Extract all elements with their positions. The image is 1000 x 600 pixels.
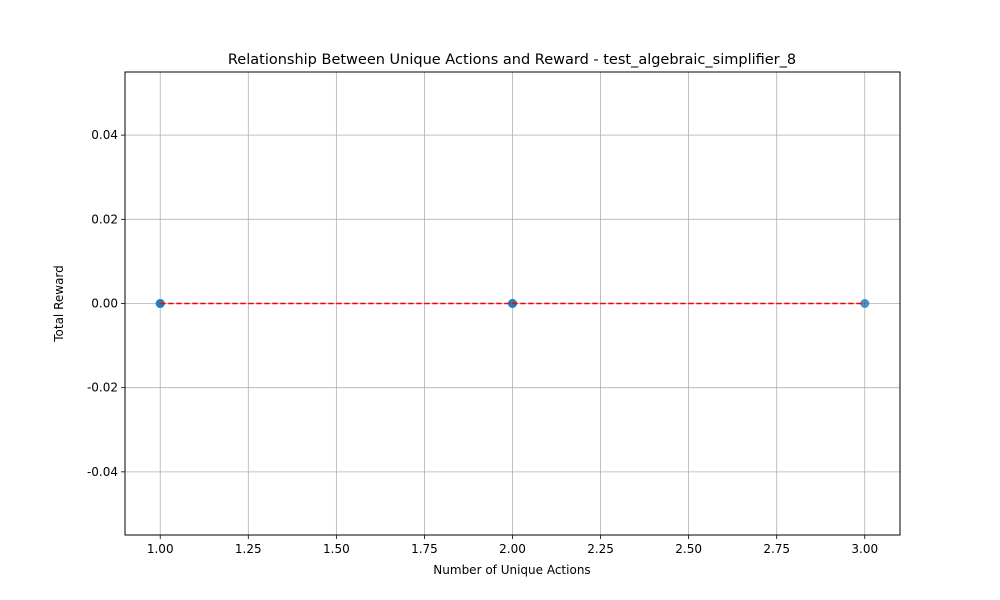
plot-data [155, 299, 870, 308]
y-axis-label: Total Reward [52, 265, 66, 343]
x-tick-label: 1.50 [323, 542, 350, 556]
y-tick-label: -0.02 [87, 381, 118, 395]
x-tick-label: 3.00 [851, 542, 878, 556]
x-tick-label: 2.25 [587, 542, 614, 556]
y-tick-label: 0.00 [91, 297, 118, 311]
x-tick-label: 1.25 [235, 542, 262, 556]
y-tick-label: -0.04 [87, 465, 118, 479]
axis-ticks: 1.00 1.25 1.50 1.75 2.00 2.25 2.50 2.75 3.00 0.04… [87, 128, 878, 556]
x-tick-label: 1.75 [411, 542, 438, 556]
chart-title: Relationship Between Unique Actions and … [228, 52, 796, 68]
x-tick-label: 1.00 [147, 542, 174, 556]
y-tick-label: 0.04 [91, 128, 118, 142]
x-tick-label: 2.50 [675, 542, 702, 556]
x-tick-label: 2.75 [763, 542, 790, 556]
x-axis-label: Number of Unique Actions [433, 563, 590, 577]
y-tick-label: 0.02 [91, 212, 118, 226]
x-tick-label: 2.00 [499, 542, 526, 556]
